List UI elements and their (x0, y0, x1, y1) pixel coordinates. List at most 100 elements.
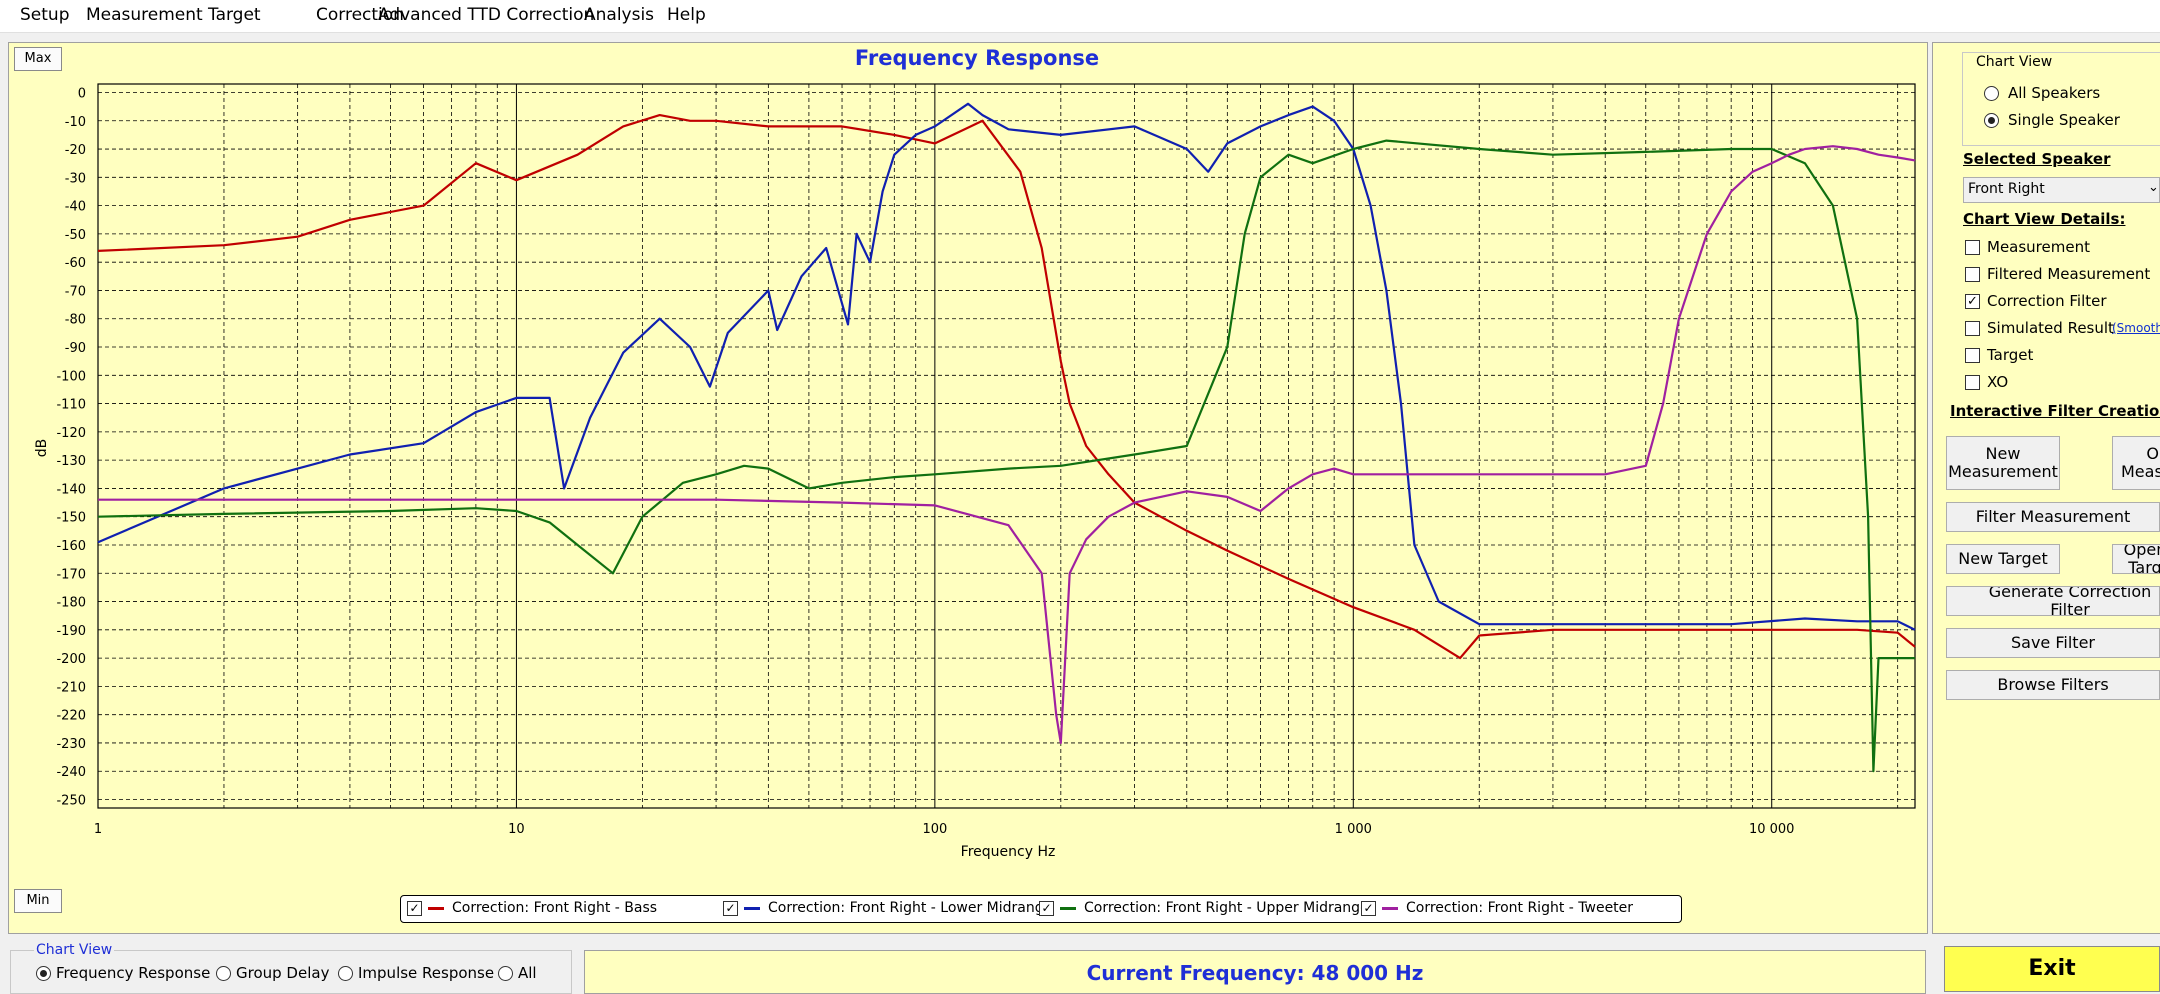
selected-speaker-dropdown[interactable]: Front Right ⌄ (1963, 177, 2160, 203)
all-speakers-label[interactable]: All Speakers (2008, 84, 2101, 102)
legend-item-tweeter[interactable]: ✓ Correction: Front Right - Tweeter (1361, 900, 1633, 916)
y-tick-label: -140 (56, 482, 86, 497)
legend-item-upper-midrange[interactable]: ✓ Correction: Front Right - Upper Midran… (1039, 900, 1369, 916)
y-tick-label: -200 (56, 652, 86, 667)
bottom-chart-view-group: Chart View Frequency Response Group Dela… (8, 942, 578, 994)
chart-view-group (1962, 52, 2160, 146)
all-radio[interactable] (498, 966, 513, 981)
open-measurement-button[interactable]: Open Measureme (2112, 436, 2160, 490)
new-target-button[interactable]: New Target (1946, 544, 2060, 574)
new-measurement-button[interactable]: New Measurement (1946, 436, 2060, 490)
legend-label: Correction: Front Right - Lower Midrange (768, 900, 1053, 916)
save-filter-button[interactable]: Save Filter (1946, 628, 2160, 658)
max-button[interactable]: Max (14, 47, 62, 71)
legend-swatch (744, 906, 760, 910)
impulse-response-radio[interactable] (338, 966, 353, 981)
single-speaker-label[interactable]: Single Speaker (2008, 111, 2120, 129)
selected-speaker-value: Front Right (1968, 181, 2045, 197)
y-tick-label: -110 (56, 398, 86, 413)
y-tick-label: -10 (65, 115, 86, 130)
legend-item-lower-midrange[interactable]: ✓ Correction: Front Right - Lower Midran… (723, 900, 1052, 916)
impulse-response-label[interactable]: Impulse Response (358, 964, 495, 982)
chart-view-details-heading: Chart View Details: (1963, 210, 2126, 228)
selected-speaker-heading: Selected Speaker (1963, 150, 2111, 168)
all-speakers-radio[interactable] (1984, 86, 1999, 101)
frequency-response-radio[interactable] (36, 966, 51, 981)
menu-correction[interactable]: Correction (316, 5, 404, 25)
series-line-1 (97, 102, 1916, 631)
group-delay-label[interactable]: Group Delay (236, 964, 330, 982)
correction-filter-checkbox[interactable]: ✓ (1965, 294, 1980, 309)
y-tick-label: -230 (56, 737, 86, 752)
chart-view-group-title: Chart View (1976, 54, 2053, 70)
simulated-result-checkbox[interactable] (1965, 321, 1980, 336)
y-tick-label: -210 (56, 680, 86, 695)
measurement-label[interactable]: Measurement (1987, 238, 2090, 256)
filter-measurement-button[interactable]: Filter Measurement (1946, 502, 2160, 532)
chart-title: Frequency Response (854, 46, 1100, 70)
menu-help[interactable]: Help (667, 5, 706, 25)
y-tick-label: -40 (65, 200, 86, 215)
legend-swatch (428, 906, 444, 910)
x-tick-label: 10 000 (1749, 822, 1795, 837)
x-tick-label: 100 (922, 822, 947, 837)
chart-legend: ✓ Correction: Front Right - Bass ✓ Corre… (400, 895, 1682, 923)
y-tick-label: -60 (65, 256, 86, 271)
measurement-checkbox[interactable] (1965, 240, 1980, 255)
legend-label: Correction: Front Right - Upper Midrange (1084, 900, 1369, 916)
y-tick-label: -80 (65, 313, 86, 328)
menu-measurement[interactable]: Measurement (86, 5, 203, 25)
current-frequency-box: Current Frequency: 48 000 Hz (584, 950, 1926, 994)
series-line-0 (97, 113, 1916, 660)
target-label[interactable]: Target (1987, 346, 2034, 364)
menu-setup[interactable]: Setup (20, 5, 70, 25)
min-button[interactable]: Min (14, 889, 62, 913)
y-tick-label: -20 (65, 143, 86, 158)
y-tick-label: -160 (56, 539, 86, 554)
y-tick-label: -240 (56, 765, 86, 780)
menu-target[interactable]: Target (208, 5, 261, 25)
y-axis-label: dB (34, 439, 50, 458)
series-line-2 (97, 139, 1915, 773)
generate-correction-filter-button[interactable]: Generate Correction Filter (1946, 586, 2160, 616)
filtered-measurement-checkbox[interactable] (1965, 267, 1980, 282)
y-tick-label: -250 (56, 794, 86, 809)
x-tick-label: 10 (508, 822, 525, 837)
y-tick-label: -220 (56, 709, 86, 724)
x-axis-label: Frequency Hz (961, 844, 1056, 860)
plot-area (97, 83, 1916, 809)
simulated-result-label[interactable]: Simulated Result (1987, 319, 2114, 337)
group-delay-radio[interactable] (216, 966, 231, 981)
y-tick-label: -100 (56, 369, 86, 384)
bottom-chart-view-title: Chart View (34, 942, 115, 958)
legend-label: Correction: Front Right - Bass (452, 900, 658, 916)
y-tick-label: -70 (65, 284, 86, 299)
x-tick-label: 1 (94, 822, 102, 837)
legend-checkbox[interactable]: ✓ (723, 900, 738, 916)
frequency-response-chart[interactable]: 0 -10 -20 -30 -40 -50 -60 -70 -80 -90 -100 -110 -120… (0, 0, 1930, 880)
xo-checkbox[interactable] (1965, 375, 1980, 390)
menu-advanced-ttd-correction[interactable]: Advanced TTD Correction (378, 5, 595, 25)
legend-checkbox[interactable]: ✓ (1361, 900, 1376, 916)
filtered-measurement-label[interactable]: Filtered Measurement (1987, 265, 2151, 283)
single-speaker-radio[interactable] (1984, 113, 1999, 128)
target-checkbox[interactable] (1965, 348, 1980, 363)
open-target-button[interactable]: Open Targ (2112, 544, 2160, 574)
frequency-response-label[interactable]: Frequency Response (56, 964, 211, 982)
legend-checkbox[interactable]: ✓ (1039, 900, 1054, 916)
legend-checkbox[interactable]: ✓ (407, 900, 422, 916)
exit-button[interactable]: Exit (1944, 946, 2160, 992)
browse-filters-button[interactable]: Browse Filters (1946, 670, 2160, 700)
smooth-link[interactable]: (Smooth (2112, 321, 2160, 335)
menu-analysis[interactable]: Analysis (584, 5, 655, 25)
correction-filter-label[interactable]: Correction Filter (1987, 292, 2107, 310)
y-tick-label: -50 (65, 228, 86, 243)
legend-swatch (1060, 906, 1076, 910)
y-tick-label: -180 (56, 596, 86, 611)
xo-label[interactable]: XO (1987, 373, 2009, 391)
legend-item-bass[interactable]: ✓ Correction: Front Right - Bass (407, 900, 657, 916)
interactive-filter-heading: Interactive Filter Creation: (1950, 402, 2160, 420)
x-tick-label: 1 000 (1335, 822, 1372, 837)
legend-label: Correction: Front Right - Tweeter (1406, 900, 1634, 916)
all-label[interactable]: All (518, 964, 537, 982)
